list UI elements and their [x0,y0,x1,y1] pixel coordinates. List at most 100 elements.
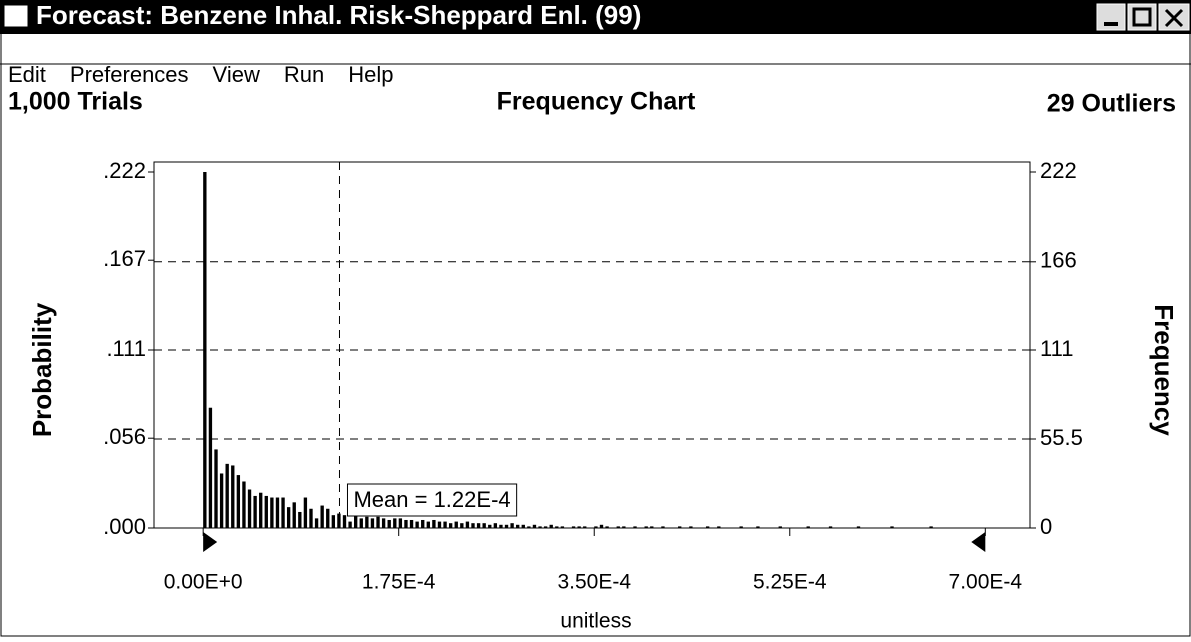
bar [236,475,241,528]
mean-label: Mean = 1.22E-4 [353,487,510,512]
bar [437,521,442,528]
bar [448,523,453,528]
bar [314,518,319,528]
bar [599,524,604,528]
bar [499,524,503,528]
bar [454,521,458,528]
bar [689,526,693,528]
y-tick-label: .000 [103,514,146,539]
bar [242,481,246,528]
bar [471,523,475,528]
menu-item[interactable]: Edit [8,62,46,87]
y2-tick-label: 0 [1040,514,1052,539]
bar [521,524,525,528]
bar [331,515,336,528]
bar [354,515,358,528]
bar [555,526,559,528]
bar [303,497,308,528]
maximize-icon [1132,7,1152,27]
bar [292,502,296,528]
bar [203,172,207,528]
bar [298,511,302,528]
bar [404,519,408,528]
bar [493,523,498,528]
x-axis-label: unitless [560,610,631,633]
range-marker[interactable] [971,532,986,552]
bar [460,523,464,528]
bar [359,518,363,528]
plot-frame [153,161,1031,529]
bar [443,521,447,528]
bar [208,407,213,528]
y2-tick-label: 55.5 [1040,425,1083,450]
window-icon[interactable] [3,4,29,28]
bar [778,526,782,528]
bar [365,516,369,528]
x-tick-label: 5.25E-4 [753,571,827,594]
menu-item[interactable]: Help [348,62,393,87]
bar [426,521,430,528]
bar [488,524,492,528]
bar [247,489,252,528]
bar [571,526,576,528]
bar [739,526,743,528]
bar [678,526,682,528]
bar [510,523,514,528]
bar [219,473,224,528]
bar [348,521,352,528]
bar [320,505,324,528]
bar [806,526,810,528]
bar [264,495,268,528]
bar [633,526,637,528]
chart-title: Frequency Chart [497,88,696,116]
title-bar [0,0,1191,34]
bar [890,526,894,528]
y-tick-label: .056 [103,424,146,449]
y2-tick-label: 111 [1040,336,1073,361]
menu-item[interactable]: Preferences [70,62,189,87]
bar [828,526,833,528]
bar [577,526,581,528]
y2-axis-label: Frequency [1149,304,1179,436]
bar [376,516,380,528]
bar [381,518,386,528]
bar [387,519,391,528]
bar [594,526,598,528]
bar [543,526,548,528]
bar [538,526,542,528]
y2-tick-label: 222 [1040,158,1077,183]
bar [421,519,425,528]
range-marker[interactable] [203,532,218,552]
x-tick-label: 7.00E-4 [949,571,1023,594]
close-icon [1164,8,1184,28]
bar [756,526,760,528]
y-tick-label: .222 [103,158,146,183]
outliers-label: 29 Outliers [1047,90,1176,118]
bar [326,508,330,528]
bar [516,524,520,528]
bar [856,526,861,528]
bar [286,507,291,528]
y2-tick-label: 166 [1040,248,1077,273]
bar [644,526,648,528]
y-tick-label: .111 [106,336,146,361]
bar [482,523,486,528]
x-tick-label: 3.50E-4 [557,571,631,594]
minimize-button[interactable] [1096,3,1126,31]
bar [532,524,537,528]
window-title: Forecast: Benzene Inhal. Risk-Sheppard E… [36,0,641,30]
bar [929,526,933,528]
bar [231,465,235,528]
bar [342,515,347,528]
y-tick-label: .167 [103,246,146,271]
bar [476,523,481,528]
menu-item[interactable]: Run [284,62,324,87]
minimize-icon [1104,22,1118,26]
menu-item[interactable]: View [213,62,260,87]
bar [309,508,313,528]
bar [527,526,531,528]
bar [622,526,626,528]
x-tick-label: 0.00E+0 [164,571,243,594]
